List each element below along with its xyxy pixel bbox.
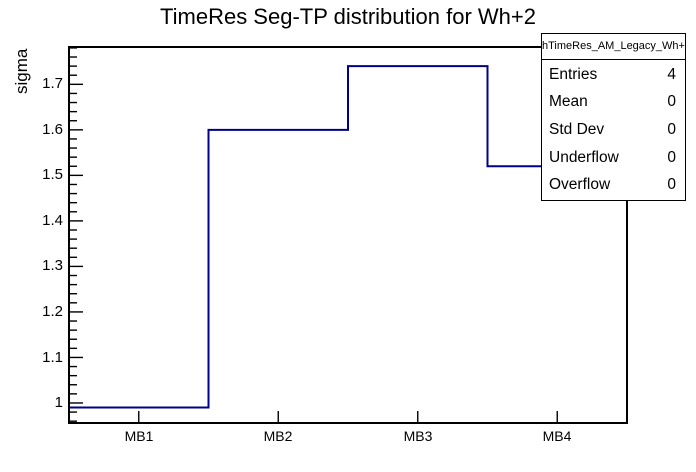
histogram-line [69,65,627,409]
stats-value: 0 [667,148,676,166]
stats-row: Overflow 0 [542,171,685,199]
y-tick-label: 1.7 [42,75,63,92]
stats-value: 0 [667,176,676,194]
y-tick-label: 1.2 [42,303,63,320]
stats-label: Overflow [549,176,611,194]
stats-label: Mean [549,93,588,111]
stats-row: Entries 4 [542,61,685,89]
stats-label: Std Dev [549,120,605,138]
y-tick-label: 1.1 [42,349,63,366]
stats-value: 0 [667,120,676,138]
x-tick-label: MB1 [124,428,154,444]
stats-label: Entries [549,65,598,83]
x-tick-label: MB3 [403,428,433,444]
plot-frame [68,46,628,424]
stats-value: 4 [667,65,676,83]
y-tick-label: 1.6 [42,121,63,138]
x-tick-label: MB2 [263,428,293,444]
x-tick-label: MB4 [542,428,572,444]
stats-row: Std Dev 0 [542,116,685,144]
stats-row: Mean 0 [542,89,685,117]
stats-box-body: Entries 4 Mean 0 Std Dev 0 Underflow 0 O… [542,60,685,200]
y-tick-label: 1.3 [42,257,63,274]
stats-label: Underflow [549,148,619,166]
chart-title: TimeRes Seg-TP distribution for Wh+2 [160,4,536,29]
stats-row: Underflow 0 [542,144,685,172]
y-tick-label: 1 [54,394,63,411]
y-tick-label: 1.5 [42,166,63,183]
stats-box[interactable]: hTimeRes_AM_Legacy_Wh+2 Entries 4 Mean 0… [541,33,686,201]
y-tick-label: 1.4 [42,212,63,229]
stats-value: 0 [667,93,676,111]
stats-box-title: hTimeRes_AM_Legacy_Wh+2 [542,34,685,60]
